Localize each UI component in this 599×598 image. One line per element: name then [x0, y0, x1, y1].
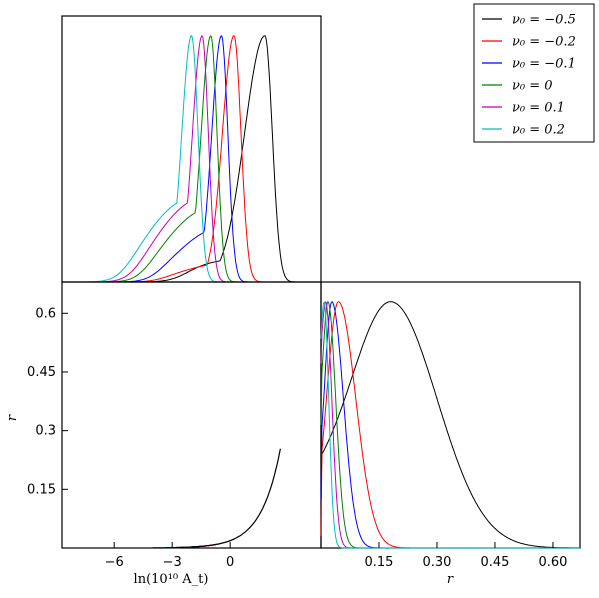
bottom-left-ytick-label: 0.15	[27, 482, 56, 497]
top-left-series-3	[62, 35, 321, 283]
bottom-left-ytick-label: 0.3	[35, 424, 56, 439]
bottom-right-xtick-label: 0.60	[538, 555, 567, 570]
top-left-series-2	[62, 35, 321, 283]
legend-label: ν₀ = −0.2	[512, 35, 576, 50]
bottom-left-ytick-label: 0.45	[27, 365, 56, 380]
bottom-right-xtick-label: 0.30	[422, 555, 451, 570]
bottom-right-panel: 0.15 0.30 0.45 0.60 r	[320, 281, 581, 587]
bottom-right-xtick-label: 0.45	[480, 555, 509, 570]
top-left-series-1	[62, 34, 321, 283]
bottom-right-xtick-label: 0.15	[365, 555, 394, 570]
bottom-right-series-4	[320, 301, 580, 549]
legend-label: ν₀ = 0.2	[512, 123, 565, 138]
bottom-right-series-0	[320, 301, 580, 549]
legend-label: ν₀ = 0.1	[512, 101, 565, 116]
bottom-left-xtick-label: −6	[105, 555, 124, 570]
top-left-series-0	[62, 35, 321, 283]
bottom-right-series-5	[320, 301, 580, 549]
bottom-left-ylabel: r	[5, 414, 20, 421]
bottom-right-series-3	[320, 300, 580, 549]
bottom-left-segment-5	[152, 448, 281, 549]
bottom-left-xtick-label: 0	[226, 555, 234, 570]
bottom-left-xlabel: ln(10¹⁰ A_t)	[134, 572, 209, 587]
bottom-right-series-2	[320, 301, 580, 549]
bottom-right-xlabel: r	[447, 572, 454, 587]
legend: ν₀ = −0.5 ν₀ = −0.2 ν₀ = −0.1 ν₀ = 0 ν₀ = 0.…	[473, 3, 595, 143]
legend-box	[473, 3, 595, 143]
bottom-right-panel-frame	[320, 281, 581, 549]
bottom-right-series-1	[320, 301, 580, 549]
top-left-series-4	[62, 34, 321, 283]
bottom-left-xtick-label: −3	[163, 555, 182, 570]
legend-label: ν₀ = −0.5	[512, 13, 576, 28]
bottom-left-panel-frame	[61, 281, 322, 549]
top-left-panel	[61, 15, 322, 283]
legend-label: ν₀ = 0	[512, 79, 553, 94]
bottom-left-ytick-label: 0.6	[35, 306, 56, 321]
top-left-series-5	[62, 34, 321, 283]
bottom-left-panel: −6 −3 0 0.15 0.3 0.45 0.6 ln(10¹⁰ A_t) r	[5, 281, 322, 587]
bottom-left-segment-4	[199, 538, 235, 548]
legend-label: ν₀ = −0.1	[512, 57, 576, 72]
